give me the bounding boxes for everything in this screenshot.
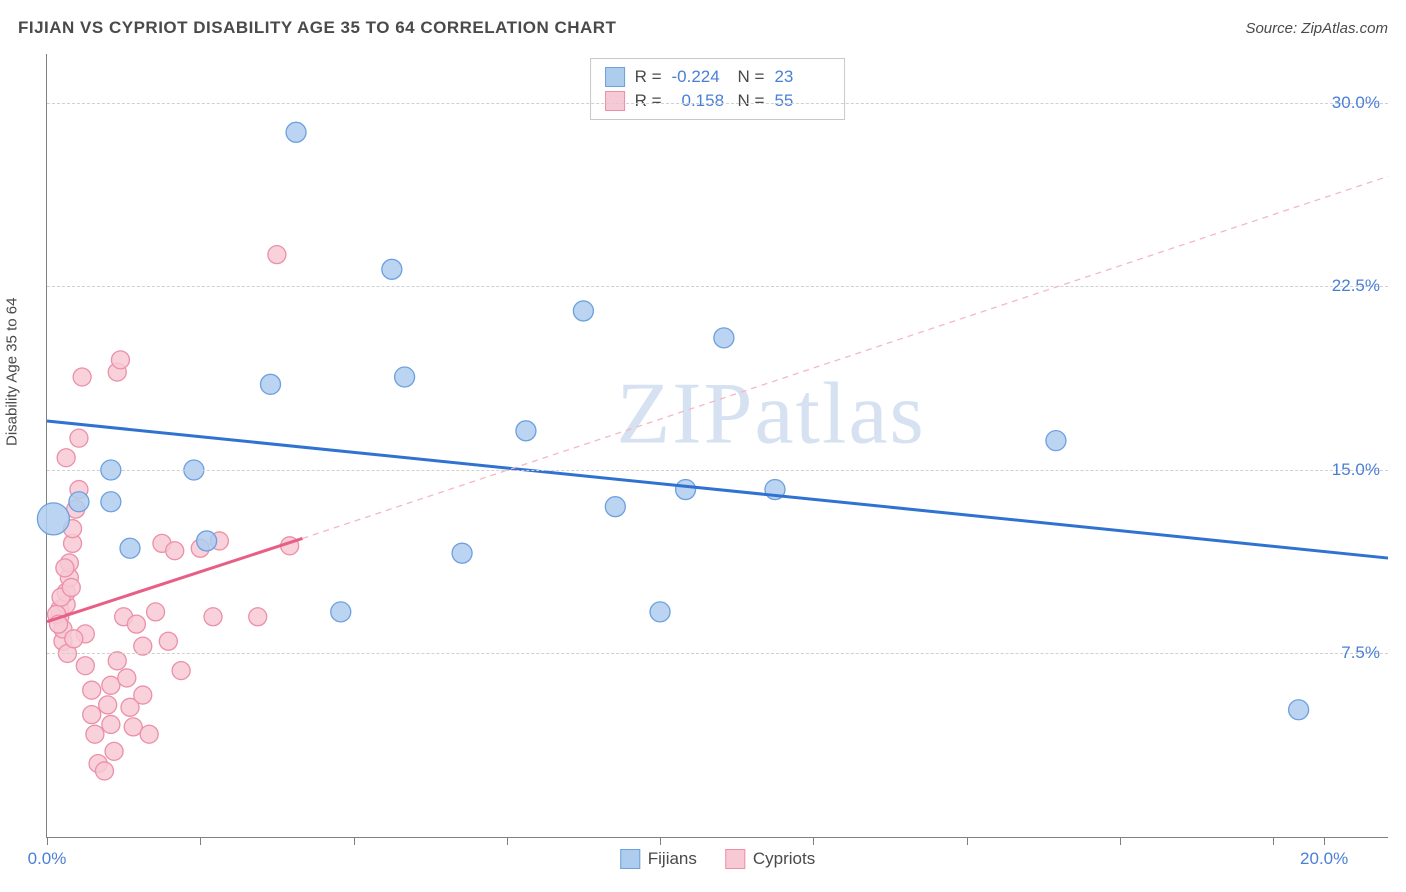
legend-row-cypriots: R = 0.158 N = 55 — [605, 89, 831, 113]
xtick-label: 20.0% — [1300, 849, 1348, 869]
plot-svg — [47, 54, 1388, 837]
scatter-point — [37, 503, 69, 535]
chart-source: Source: ZipAtlas.com — [1245, 20, 1388, 37]
scatter-point — [102, 715, 120, 733]
scatter-point — [101, 492, 121, 512]
legend-r-label: R = — [635, 91, 662, 111]
xtick — [1324, 837, 1325, 845]
legend-n-cypriots: 55 — [774, 91, 830, 111]
scatter-point — [268, 246, 286, 264]
xtick-label: 0.0% — [28, 849, 67, 869]
legend-swatch-cypriots — [605, 91, 625, 111]
scatter-point — [714, 328, 734, 348]
legend-item-fijians: Fijians — [620, 849, 697, 869]
scatter-point — [1046, 431, 1066, 451]
scatter-point — [102, 676, 120, 694]
scatter-point — [249, 608, 267, 626]
xtick — [813, 837, 814, 845]
scatter-point — [516, 421, 536, 441]
series-legend: Fijians Cypriots — [620, 849, 815, 869]
legend-label-cypriots: Cypriots — [753, 849, 815, 869]
ytick-label: 22.5% — [1332, 276, 1380, 296]
ytick-label: 15.0% — [1332, 460, 1380, 480]
legend-swatch-fijians-b — [620, 849, 640, 869]
scatter-point — [286, 122, 306, 142]
scatter-point — [134, 637, 152, 655]
legend-item-cypriots: Cypriots — [725, 849, 815, 869]
scatter-point — [105, 742, 123, 760]
scatter-point — [452, 543, 472, 563]
xtick — [660, 837, 661, 845]
scatter-point — [76, 657, 94, 675]
legend-row-fijians: R = -0.224 N = 23 — [605, 65, 831, 89]
scatter-point — [73, 368, 91, 386]
scatter-point — [127, 615, 145, 633]
legend-r-label: R = — [635, 67, 662, 87]
scatter-point — [197, 531, 217, 551]
xtick — [1273, 837, 1274, 845]
trend-line — [47, 421, 1388, 558]
scatter-point — [147, 603, 165, 621]
legend-n-label: N = — [738, 91, 765, 111]
scatter-point — [395, 367, 415, 387]
xtick — [1120, 837, 1121, 845]
legend-swatch-fijians — [605, 67, 625, 87]
scatter-point — [159, 632, 177, 650]
scatter-point — [134, 686, 152, 704]
ytick-label: 7.5% — [1341, 643, 1380, 663]
scatter-point — [83, 681, 101, 699]
scatter-point — [95, 762, 113, 780]
chart-title: FIJIAN VS CYPRIOT DISABILITY AGE 35 TO 6… — [18, 18, 616, 38]
gridline — [47, 286, 1388, 287]
correlation-legend: R = -0.224 N = 23 R = 0.158 N = 55 — [590, 58, 846, 120]
scatter-point — [124, 718, 142, 736]
scatter-point — [69, 492, 89, 512]
legend-r-fijians: -0.224 — [672, 67, 728, 87]
scatter-point — [172, 662, 190, 680]
scatter-point — [99, 696, 117, 714]
scatter-point — [261, 374, 281, 394]
scatter-point — [86, 725, 104, 743]
gridline — [47, 470, 1388, 471]
legend-label-fijians: Fijians — [648, 849, 697, 869]
chart-header: FIJIAN VS CYPRIOT DISABILITY AGE 35 TO 6… — [18, 18, 1388, 38]
scatter-point — [62, 578, 80, 596]
xtick — [967, 837, 968, 845]
scatter-point — [166, 542, 184, 560]
scatter-point — [382, 259, 402, 279]
xtick — [507, 837, 508, 845]
scatter-point — [57, 449, 75, 467]
gridline — [47, 653, 1388, 654]
legend-r-cypriots: 0.158 — [672, 91, 728, 111]
scatter-point — [331, 602, 351, 622]
trend-line-ext — [302, 176, 1388, 538]
xtick — [354, 837, 355, 845]
legend-n-fijians: 23 — [774, 67, 830, 87]
scatter-point — [65, 630, 83, 648]
xtick — [47, 837, 48, 845]
scatter-point — [605, 497, 625, 517]
legend-swatch-cypriots-b — [725, 849, 745, 869]
scatter-point — [120, 538, 140, 558]
scatter-point — [83, 706, 101, 724]
plot-area: ZIPatlas R = -0.224 N = 23 R = 0.158 N =… — [46, 54, 1388, 838]
scatter-point — [108, 652, 126, 670]
ytick-label: 30.0% — [1332, 93, 1380, 113]
legend-n-label: N = — [738, 67, 765, 87]
scatter-point — [111, 351, 129, 369]
scatter-point — [70, 429, 88, 447]
gridline — [47, 103, 1388, 104]
scatter-point — [1289, 700, 1309, 720]
scatter-point — [676, 480, 696, 500]
scatter-point — [140, 725, 158, 743]
scatter-point — [650, 602, 670, 622]
y-axis-label: Disability Age 35 to 64 — [4, 298, 21, 446]
scatter-point — [56, 559, 74, 577]
scatter-point — [118, 669, 136, 687]
scatter-point — [573, 301, 593, 321]
xtick — [200, 837, 201, 845]
scatter-point — [204, 608, 222, 626]
